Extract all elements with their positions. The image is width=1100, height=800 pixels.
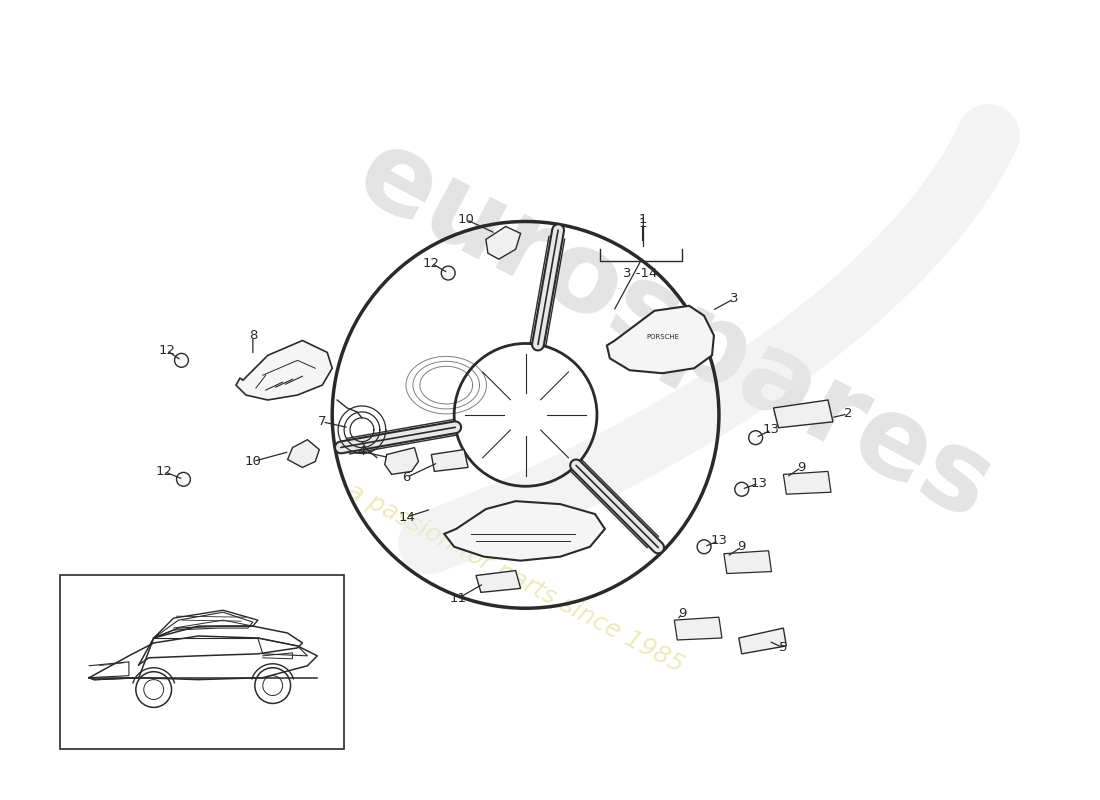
Circle shape	[175, 354, 188, 367]
Text: 10: 10	[244, 455, 262, 468]
Text: PORSCHE: PORSCHE	[646, 334, 679, 339]
Circle shape	[697, 540, 711, 554]
Circle shape	[441, 266, 455, 280]
Polygon shape	[486, 226, 520, 259]
Text: 13: 13	[763, 423, 780, 436]
Text: 2: 2	[844, 407, 852, 420]
Text: 9: 9	[798, 461, 805, 474]
Text: 5: 5	[779, 642, 788, 654]
Text: 4: 4	[358, 445, 366, 458]
Text: 9: 9	[678, 606, 686, 620]
Polygon shape	[431, 450, 467, 471]
Text: 13: 13	[711, 534, 727, 547]
Circle shape	[176, 472, 190, 486]
Text: 6: 6	[403, 471, 410, 484]
Polygon shape	[607, 306, 714, 374]
Text: 10: 10	[458, 213, 474, 226]
Bar	[60, 574, 343, 749]
Polygon shape	[236, 341, 332, 400]
Text: 14: 14	[398, 510, 415, 523]
Polygon shape	[724, 550, 771, 574]
Polygon shape	[773, 400, 833, 428]
Text: 3: 3	[729, 292, 738, 306]
Text: 7: 7	[318, 415, 327, 428]
Polygon shape	[674, 617, 722, 640]
Text: 1: 1	[638, 217, 647, 230]
Text: 12: 12	[158, 344, 175, 357]
Circle shape	[749, 430, 762, 445]
Text: 8: 8	[249, 329, 257, 342]
Text: 3 -14: 3 -14	[624, 266, 658, 279]
Circle shape	[735, 482, 749, 496]
Text: a passion for parts since 1985: a passion for parts since 1985	[343, 479, 688, 678]
Polygon shape	[739, 628, 786, 654]
Text: 13: 13	[750, 477, 767, 490]
Text: 11: 11	[450, 592, 466, 605]
Polygon shape	[444, 501, 605, 561]
Text: 12: 12	[155, 465, 172, 478]
Text: 9: 9	[737, 540, 746, 554]
Polygon shape	[783, 471, 830, 494]
Polygon shape	[385, 447, 418, 474]
Text: eurospares: eurospares	[339, 118, 1010, 542]
Text: 1: 1	[638, 213, 647, 226]
Polygon shape	[476, 570, 520, 592]
Text: 12: 12	[422, 257, 440, 270]
Polygon shape	[287, 440, 319, 467]
